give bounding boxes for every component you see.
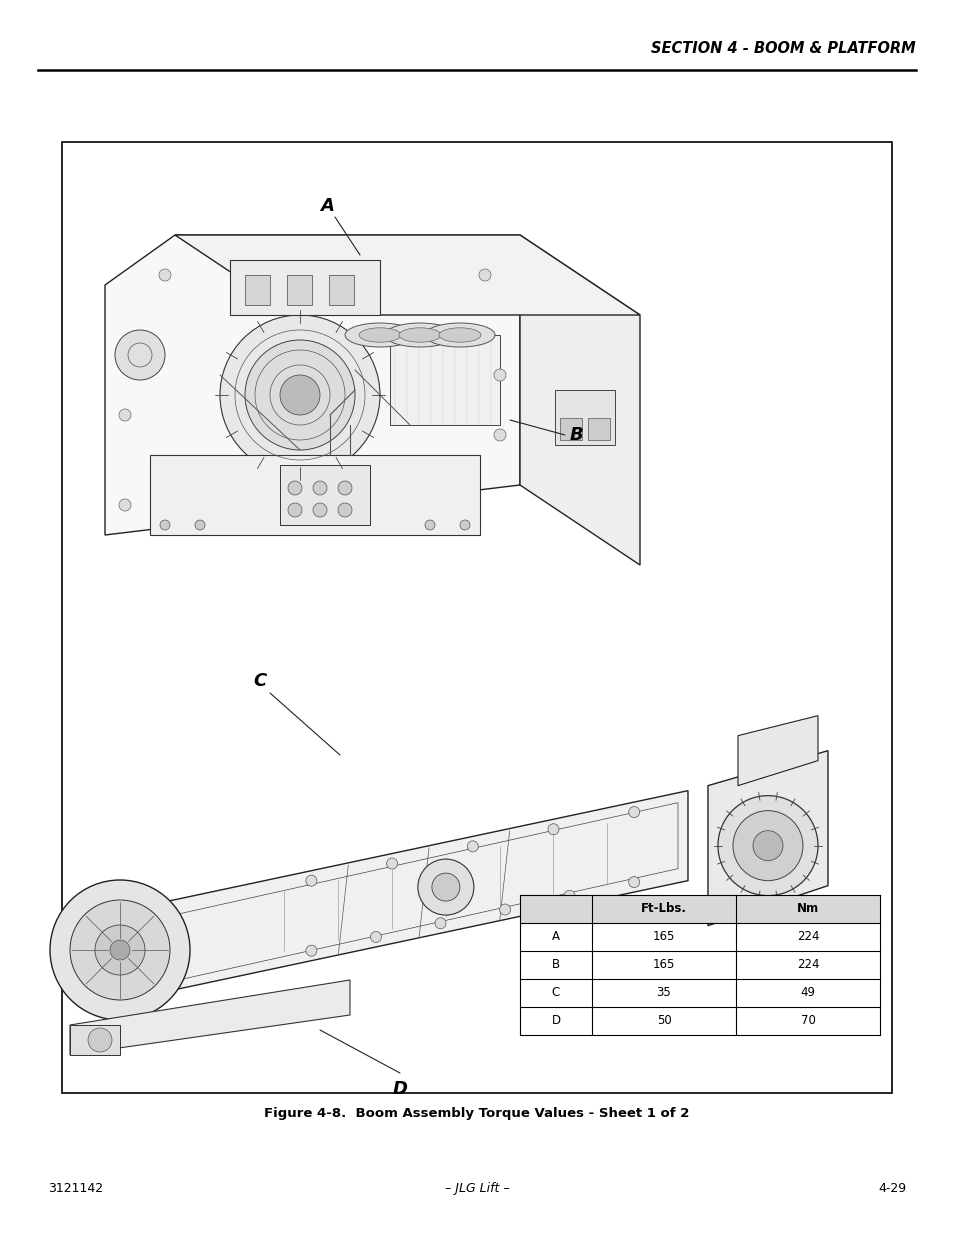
Text: C: C	[253, 672, 266, 690]
Polygon shape	[105, 235, 519, 535]
Text: 165: 165	[652, 930, 675, 944]
Bar	[555, 390, 615, 445]
Text: C: C	[551, 987, 559, 999]
Text: 70: 70	[800, 1014, 815, 1028]
Circle shape	[306, 945, 316, 956]
Polygon shape	[707, 751, 827, 926]
Text: Figure 4-8.  Boom Assembly Torque Values - Sheet 1 of 2: Figure 4-8. Boom Assembly Torque Values …	[264, 1108, 689, 1120]
Bar	[587, 417, 609, 440]
Circle shape	[194, 520, 205, 530]
Circle shape	[313, 480, 327, 495]
Bar	[287, 275, 312, 305]
Text: – JLG Lift –: – JLG Lift –	[444, 1182, 509, 1194]
Circle shape	[494, 369, 505, 382]
Circle shape	[370, 931, 381, 942]
Circle shape	[110, 940, 130, 960]
Polygon shape	[150, 454, 479, 535]
Circle shape	[424, 520, 435, 530]
Bar	[519, 895, 592, 923]
Polygon shape	[70, 981, 350, 1055]
Circle shape	[732, 810, 802, 881]
Circle shape	[432, 873, 459, 902]
Circle shape	[313, 503, 327, 517]
Circle shape	[478, 269, 491, 282]
Bar	[559, 417, 581, 440]
Text: 3121142: 3121142	[48, 1182, 103, 1194]
Bar	[62, 142, 891, 1093]
Ellipse shape	[345, 324, 415, 347]
Circle shape	[386, 858, 397, 869]
Polygon shape	[150, 790, 687, 995]
Circle shape	[547, 824, 558, 835]
Circle shape	[88, 1028, 112, 1052]
Text: 35: 35	[656, 987, 671, 999]
Text: 50: 50	[656, 1014, 671, 1028]
Text: 224: 224	[796, 930, 819, 944]
Circle shape	[160, 520, 170, 530]
Text: SECTION 4 - BOOM & PLATFORM: SECTION 4 - BOOM & PLATFORM	[651, 41, 915, 56]
Polygon shape	[174, 235, 639, 315]
Bar	[280, 466, 370, 525]
Circle shape	[70, 900, 170, 1000]
Ellipse shape	[385, 324, 455, 347]
Circle shape	[95, 925, 145, 974]
Circle shape	[119, 409, 131, 421]
Text: B: B	[569, 426, 583, 445]
Circle shape	[499, 904, 510, 915]
Circle shape	[417, 860, 474, 915]
Circle shape	[115, 330, 165, 380]
Circle shape	[718, 795, 817, 895]
Circle shape	[288, 503, 302, 517]
Circle shape	[306, 876, 316, 887]
Bar	[390, 335, 499, 425]
Circle shape	[245, 340, 355, 450]
Polygon shape	[519, 235, 639, 564]
Circle shape	[337, 503, 352, 517]
Text: Nm: Nm	[796, 903, 819, 915]
Bar	[519, 895, 879, 923]
Circle shape	[459, 520, 470, 530]
Text: 165: 165	[652, 958, 675, 972]
Circle shape	[50, 881, 190, 1020]
Circle shape	[628, 806, 639, 818]
Bar	[329, 275, 354, 305]
Polygon shape	[738, 715, 817, 785]
Text: D: D	[392, 1079, 407, 1098]
Circle shape	[435, 918, 446, 929]
Text: 224: 224	[796, 958, 819, 972]
Ellipse shape	[424, 324, 495, 347]
Text: D: D	[551, 1014, 560, 1028]
Bar	[230, 261, 379, 315]
Text: A: A	[319, 198, 334, 215]
Ellipse shape	[358, 327, 400, 342]
Text: A: A	[552, 930, 559, 944]
Circle shape	[628, 877, 639, 888]
Circle shape	[337, 480, 352, 495]
Ellipse shape	[438, 327, 480, 342]
Ellipse shape	[398, 327, 440, 342]
Circle shape	[288, 480, 302, 495]
Text: 4-29: 4-29	[878, 1182, 905, 1194]
Circle shape	[220, 315, 379, 475]
Circle shape	[563, 890, 575, 902]
Circle shape	[494, 429, 505, 441]
Text: Ft-Lbs.: Ft-Lbs.	[640, 903, 686, 915]
Bar	[245, 275, 270, 305]
Circle shape	[752, 831, 782, 861]
Circle shape	[119, 499, 131, 511]
Text: B: B	[552, 958, 559, 972]
Circle shape	[159, 269, 171, 282]
Polygon shape	[70, 1025, 120, 1055]
Circle shape	[467, 841, 477, 852]
Circle shape	[280, 375, 319, 415]
Text: 49: 49	[800, 987, 815, 999]
